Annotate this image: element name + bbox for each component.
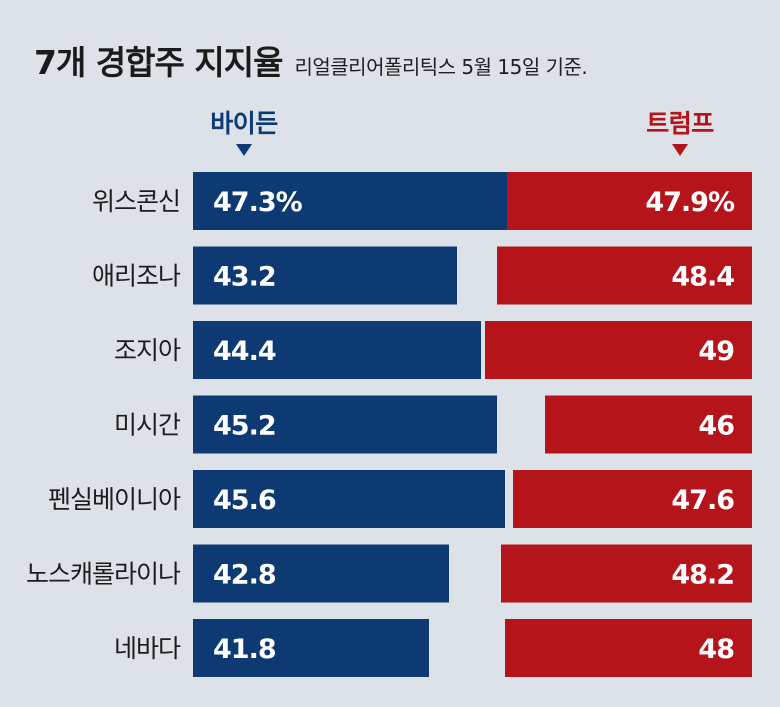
state-label: 네바다 [114, 634, 181, 663]
biden-value-label: 45.2 [213, 411, 276, 442]
biden-value-label: 45.6 [213, 485, 276, 516]
biden-bar [193, 470, 505, 528]
chart-header: 7개 경합주 지지율 리얼클리어폴리틱스 5월 15일 기준. [34, 36, 588, 84]
biden-value-label: 42.8 [213, 560, 276, 591]
trump-value-label: 49 [698, 336, 734, 367]
trump-bar [513, 470, 752, 528]
legend-trump: 트럼프 [630, 104, 730, 156]
state-label: 애리조나 [92, 262, 181, 291]
triangle-down-icon [236, 144, 252, 156]
chart-title: 7개 경합주 지지율 [34, 43, 283, 82]
biden-bar [193, 395, 497, 454]
triangle-down-icon [672, 144, 688, 156]
trump-bar [507, 172, 752, 230]
trump-bar [485, 321, 752, 379]
trump-value-label: 48.2 [671, 560, 734, 591]
trump-value-label: 47.6 [671, 485, 734, 516]
biden-bar [193, 321, 481, 379]
chart-subtitle: 리얼클리어폴리틱스 5월 15일 기준. [294, 55, 588, 79]
biden-value-label: 47.3% [213, 187, 303, 218]
state-label: 노스캐롤라이나 [26, 560, 181, 589]
legend-biden: 바이든 [194, 104, 294, 156]
trump-bar [497, 246, 752, 305]
biden-bar [193, 172, 539, 230]
biden-value-label: 41.8 [213, 634, 276, 665]
trump-value-label: 48 [698, 634, 734, 665]
legend-trump-label: 트럼프 [646, 109, 714, 138]
biden-value-label: 43.2 [213, 262, 276, 293]
trump-value-label: 48.4 [671, 262, 734, 293]
trump-value-label: 47.9% [645, 187, 735, 218]
biden-value-label: 44.4 [213, 336, 276, 367]
legend-biden-label: 바이든 [210, 109, 278, 138]
biden-bar [193, 619, 429, 677]
trump-value-label: 46 [698, 411, 734, 442]
trump-bar [545, 395, 752, 454]
state-label: 조지아 [114, 336, 181, 365]
state-label: 펜실베이니아 [48, 485, 181, 514]
biden-bar [193, 544, 449, 603]
trump-bar [501, 544, 752, 603]
trump-bar [505, 619, 752, 677]
state-label: 미시간 [114, 411, 181, 440]
biden-bar [193, 246, 457, 305]
state-label: 위스콘신 [92, 187, 180, 216]
